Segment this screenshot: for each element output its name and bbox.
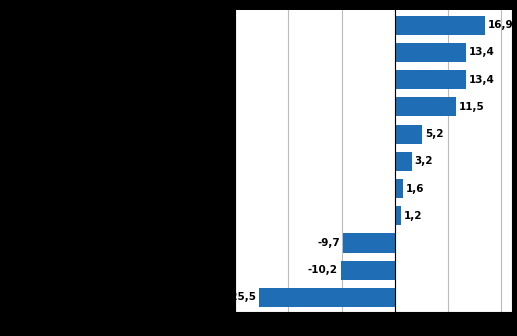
Text: -9,7: -9,7 [318, 238, 341, 248]
Text: -10,2: -10,2 [308, 265, 338, 275]
Bar [395, 97, 456, 116]
Bar [395, 43, 466, 62]
Bar [395, 179, 403, 198]
Bar [395, 15, 485, 35]
Bar [343, 234, 395, 253]
Bar [395, 125, 422, 143]
Bar [395, 70, 466, 89]
Bar [395, 206, 401, 225]
Bar [341, 261, 395, 280]
Text: 11,5: 11,5 [459, 102, 484, 112]
Bar [259, 288, 395, 307]
Text: 1,6: 1,6 [406, 183, 424, 194]
Text: 5,2: 5,2 [425, 129, 444, 139]
Text: 1,2: 1,2 [404, 211, 422, 221]
Text: -25,5: -25,5 [226, 293, 256, 302]
Text: 13,4: 13,4 [469, 75, 495, 85]
Bar [395, 152, 412, 171]
Text: 16,9: 16,9 [488, 20, 513, 30]
Text: 13,4: 13,4 [469, 47, 495, 57]
Text: 3,2: 3,2 [415, 156, 433, 166]
